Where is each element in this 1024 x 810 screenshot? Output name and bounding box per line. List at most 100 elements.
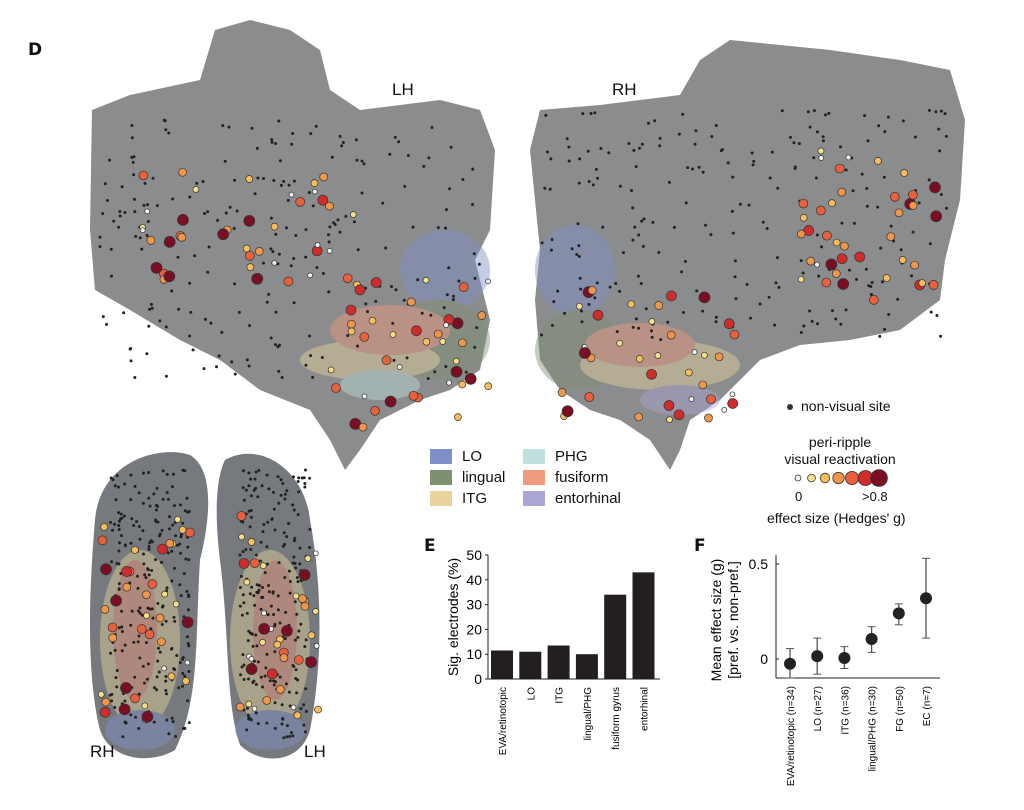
nonvisual-site: [250, 585, 254, 589]
nonvisual-site: [152, 492, 156, 496]
nonvisual-site: [166, 551, 170, 555]
nonvisual-site: [248, 717, 252, 721]
nonvisual-site: [144, 641, 148, 645]
nonvisual-site: [172, 667, 176, 671]
nonvisual-site: [278, 621, 282, 625]
nonvisual-site: [164, 325, 168, 329]
visual-site: [368, 316, 377, 325]
nonvisual-site: [644, 307, 648, 311]
nonvisual-site: [451, 298, 455, 302]
nonvisual-site: [258, 584, 262, 588]
nonvisual-site: [166, 497, 170, 501]
nonvisual-site: [261, 595, 265, 599]
nonvisual-site: [188, 195, 192, 199]
nonvisual-site: [237, 310, 241, 314]
bar: [519, 651, 542, 679]
nonvisual-site: [242, 663, 246, 667]
nonvisual-site: [266, 520, 270, 524]
nonvisual-site: [356, 344, 360, 348]
legend-item-phg: PHG: [523, 446, 621, 467]
nonvisual-site: [123, 514, 127, 518]
nonvisual-site: [164, 688, 168, 692]
nonvisual-site: [263, 571, 267, 575]
nonvisual-site: [314, 124, 318, 128]
y-tick-label: 50: [466, 547, 482, 563]
nonvisual-site: [118, 209, 122, 213]
nonvisual-site: [589, 112, 593, 116]
visual-site: [307, 272, 313, 279]
chart-f: 0 0.5 EVA/retinotopic (n=34) LO (n=27) ITG (…: [708, 555, 940, 786]
visual-site: [254, 247, 264, 256]
visual-site: [727, 398, 739, 409]
nonvisual-site: [734, 297, 738, 301]
visual-site: [817, 147, 825, 155]
nonvisual-site: [241, 486, 245, 490]
nonvisual-site: [774, 281, 778, 285]
visual-site: [288, 191, 295, 198]
nonvisual-site: [282, 736, 286, 740]
nonvisual-site: [195, 181, 199, 185]
legend-label: fusiform: [555, 469, 609, 486]
nonvisual-site: [607, 151, 611, 155]
nonvisual-site: [249, 494, 253, 498]
visual-site: [295, 197, 306, 207]
nonvisual-site: [105, 322, 109, 326]
nonvisual-site: [427, 156, 431, 160]
nonvisual-site: [132, 173, 136, 177]
visual-site: [576, 302, 583, 310]
nonvisual-site: [137, 525, 141, 529]
nonvisual-site: [577, 244, 581, 248]
y-tick-label: 30: [466, 597, 482, 613]
nonvisual-site: [277, 501, 281, 505]
visual-site: [561, 405, 574, 418]
visual-site: [122, 582, 132, 592]
nonvisual-site: [223, 159, 227, 163]
nonvisual-site: [254, 633, 258, 637]
visual-site: [450, 365, 463, 378]
nonvisual-site: [120, 625, 124, 629]
nonvisual-site: [701, 309, 705, 313]
visual-site: [616, 339, 623, 347]
nonvisual-site: [882, 175, 886, 179]
nonvisual-site: [114, 498, 118, 502]
nonvisual-site: [294, 677, 298, 681]
effect-legend-dot: [845, 470, 860, 485]
nonvisual-site: [556, 289, 560, 293]
nonvisual-site: [777, 285, 781, 289]
nonvisual-site: [593, 296, 597, 300]
nonvisual-site: [157, 646, 161, 650]
nonvisual-site: [473, 276, 477, 280]
visual-site: [293, 655, 304, 665]
nonvisual-site: [433, 370, 437, 374]
nonvisual-site: [174, 534, 178, 538]
region-overlays: [300, 225, 740, 415]
nonvisual-site: [271, 591, 275, 595]
nonvisual-site: [147, 547, 151, 551]
nonvisual-site: [123, 210, 127, 214]
nonvisual-site: [634, 165, 638, 169]
nonvisual-site: [288, 734, 292, 738]
nonvisual-site: [273, 622, 277, 626]
nonvisual-site: [928, 242, 932, 246]
nonvisual-site: [775, 256, 779, 260]
nonvisual-site: [666, 320, 670, 324]
nonvisual-site: [938, 149, 942, 153]
nonvisual-site: [119, 512, 123, 516]
visual-site: [130, 693, 140, 704]
visual-site: [290, 704, 297, 711]
nonvisual-site: [148, 307, 152, 311]
nonvisual-site: [939, 334, 943, 338]
nonvisual-site: [115, 562, 119, 566]
visual-site: [666, 290, 677, 302]
nonvisual-site: [731, 231, 735, 235]
nonvisual-site: [252, 659, 256, 663]
visual-site: [701, 351, 708, 359]
visual-site: [359, 332, 370, 342]
nonvisual-site: [464, 370, 468, 374]
nonvisual-site: [239, 574, 243, 578]
visual-site: [706, 394, 716, 405]
nonvisual-site: [286, 198, 290, 202]
nonvisual-site: [776, 186, 780, 190]
nonvisual-site: [808, 125, 812, 129]
